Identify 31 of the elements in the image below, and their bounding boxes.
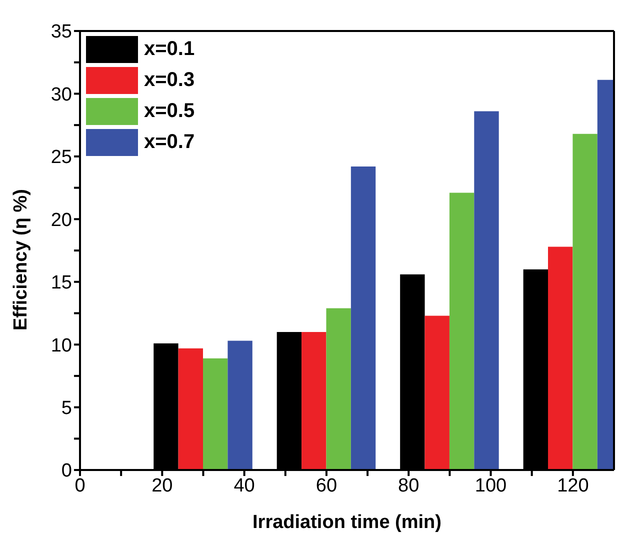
y-tick-label: 5 — [61, 398, 72, 420]
x-tick-label: 80 — [398, 475, 420, 496]
x-tick-label: 20 — [152, 475, 173, 496]
x-tick-label: 60 — [316, 475, 338, 496]
legend-label: x=0.1 — [144, 38, 195, 61]
y-tick-label: 30 — [50, 84, 72, 106]
bar — [350, 166, 376, 470]
bar — [449, 192, 474, 470]
bar — [302, 332, 326, 470]
x-tick-label: 0 — [74, 475, 86, 496]
y-tick-label: 10 — [50, 335, 72, 356]
bar — [228, 340, 252, 470]
y-axis-title: Efficiency (η %) — [10, 189, 32, 330]
bar — [474, 111, 499, 470]
bar — [548, 246, 573, 470]
legend-label: x=0.5 — [144, 100, 195, 123]
y-tick-label: 15 — [50, 272, 72, 294]
legend-label: x=0.7 — [144, 131, 195, 154]
y-tick-label: 0 — [61, 460, 72, 482]
bar — [203, 358, 228, 470]
y-tick-label: 35 — [50, 22, 72, 43]
x-tick-label: 40 — [234, 475, 255, 496]
bar — [326, 308, 351, 470]
x-tick-label: 120 — [557, 475, 589, 496]
legend-label: x=0.3 — [144, 69, 195, 92]
x-tick-label: 100 — [474, 475, 507, 496]
x-axis-title: Irradiation time (min) — [252, 512, 442, 533]
bar — [424, 316, 450, 470]
y-tick-label: 25 — [50, 147, 72, 168]
y-tick-label: 20 — [50, 210, 72, 231]
bar — [178, 348, 203, 470]
